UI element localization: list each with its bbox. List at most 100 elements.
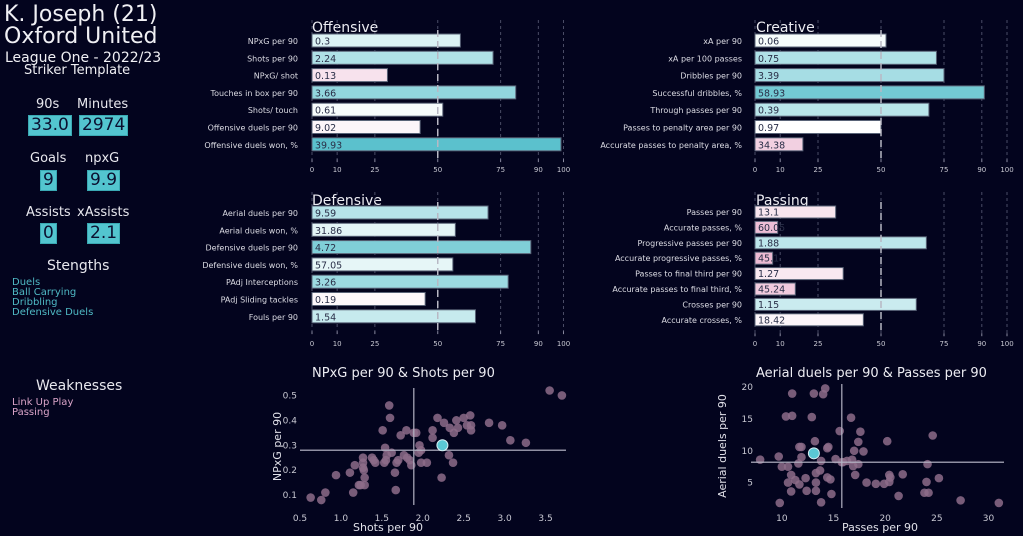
scatter-point bbox=[384, 401, 394, 410]
bar-category-label: Defensive duels per 90 bbox=[206, 244, 299, 253]
bar-category-label: Accurate progressive passes, % bbox=[615, 254, 742, 263]
bar-category-label: Progressive passes per 90 bbox=[637, 239, 742, 248]
scatter-point bbox=[807, 412, 817, 422]
scatter-point bbox=[506, 435, 515, 445]
scatter-point bbox=[774, 452, 784, 461]
bar-category-label: Offensive duels per 90 bbox=[208, 124, 298, 133]
x-tick-label: 1.5 bbox=[375, 514, 389, 524]
x-tick-label: 50 bbox=[877, 166, 886, 174]
bar bbox=[311, 309, 476, 324]
bar-category-label: Defensive duels won, % bbox=[202, 261, 298, 270]
x-tick-label: 10 bbox=[776, 166, 785, 174]
bar-value-label: 0.3 bbox=[315, 37, 330, 48]
bar bbox=[311, 222, 456, 237]
bar-category-label: Shots per 90 bbox=[247, 54, 298, 63]
weakness-item: Link Up Play bbox=[12, 397, 74, 408]
x-tick-label: 25 bbox=[370, 340, 379, 348]
scatter-point bbox=[428, 426, 437, 435]
bar-category-label: Passes to final third per 90 bbox=[635, 270, 742, 279]
highlighted-player-point bbox=[807, 447, 820, 460]
x-tick-label: 0 bbox=[310, 166, 314, 174]
strength-item: Duels bbox=[12, 277, 41, 288]
y-tick-label: 0.5 bbox=[283, 391, 297, 401]
bar-category-label: Offensive duels won, % bbox=[204, 141, 298, 150]
scatter-point bbox=[521, 438, 531, 448]
scatter-point bbox=[484, 418, 494, 428]
scatter-point bbox=[928, 431, 937, 440]
scatter-point bbox=[956, 496, 965, 505]
scatter-point bbox=[360, 473, 369, 482]
x-tick-label: 50 bbox=[433, 340, 442, 348]
bar-value-label: 4.72 bbox=[315, 243, 336, 254]
bar-category-label: xA per 100 passes bbox=[668, 54, 742, 63]
scatter-point bbox=[350, 460, 360, 470]
x-tick-label: 15 bbox=[828, 514, 839, 524]
x-axis-label: Shots per 90 bbox=[353, 521, 423, 534]
bar-category-label: Passes per 90 bbox=[687, 208, 742, 217]
scatter-point bbox=[797, 452, 806, 462]
scatter-point bbox=[809, 389, 819, 398]
bar bbox=[311, 274, 509, 289]
x-tick-label: 90 bbox=[977, 340, 986, 348]
scatter-point bbox=[885, 477, 894, 487]
bar bbox=[754, 137, 804, 152]
bar-value-label: 0.13 bbox=[315, 71, 336, 82]
y-axis-label: Aerial duels per 90 bbox=[716, 394, 729, 498]
scatter-point bbox=[783, 478, 793, 487]
x-tick-label: 20 bbox=[879, 514, 891, 524]
scatter-point bbox=[452, 416, 461, 425]
bar bbox=[311, 50, 494, 65]
bar bbox=[311, 33, 461, 48]
template-name: Striker Template bbox=[24, 63, 131, 78]
x-tick-label: 10 bbox=[776, 340, 785, 348]
scatter-point bbox=[378, 426, 387, 435]
x-tick-label: 50 bbox=[433, 166, 442, 174]
stat-value-assists: 0 bbox=[40, 223, 57, 244]
league-season: League One - 2022/23 bbox=[5, 50, 162, 66]
scatter-point bbox=[781, 412, 791, 421]
scatter-point bbox=[360, 480, 369, 490]
scatter-point bbox=[922, 477, 931, 487]
scatter-point bbox=[871, 479, 881, 489]
x-tick-label: 10 bbox=[333, 340, 342, 348]
bar-value-label: 45.24 bbox=[758, 285, 785, 296]
scatter-point bbox=[348, 488, 358, 497]
scatter-point bbox=[385, 413, 395, 423]
scatter-point bbox=[433, 413, 442, 423]
scatter-point bbox=[390, 468, 400, 477]
stat-label-goals: Goals bbox=[30, 151, 67, 166]
scatter-point bbox=[894, 491, 903, 501]
player-name: K. Joseph (21) bbox=[4, 2, 158, 27]
scatter-point bbox=[428, 433, 437, 443]
scatter-point bbox=[787, 389, 797, 398]
scatter-point bbox=[321, 488, 330, 497]
x-tick-label: 75 bbox=[940, 166, 949, 174]
bar bbox=[311, 68, 388, 83]
scatter-point bbox=[846, 413, 856, 423]
scatter-point bbox=[497, 421, 507, 430]
bar bbox=[754, 297, 917, 311]
weakness-item: Passing bbox=[12, 407, 50, 418]
x-tick-label: 25 bbox=[814, 340, 823, 348]
scatter-point bbox=[816, 497, 826, 507]
bar-category-label: Accurate crosses, % bbox=[661, 316, 742, 325]
x-tick-label: 0 bbox=[753, 166, 757, 174]
bar bbox=[311, 85, 517, 100]
bar-value-label: 39.93 bbox=[315, 140, 342, 151]
chart-title: Passing bbox=[756, 193, 809, 209]
bar-category-label: Touches in box per 90 bbox=[210, 89, 298, 98]
strengths-title: Stengths bbox=[47, 258, 110, 274]
scatter-point bbox=[859, 447, 868, 456]
bar bbox=[754, 120, 882, 134]
bar-value-label: 60.05 bbox=[758, 223, 785, 234]
bar bbox=[754, 102, 930, 117]
bar-category-label: Dribbles per 90 bbox=[680, 72, 742, 81]
stat-value-90s: 33.0 bbox=[28, 115, 72, 136]
bar-value-label: 0.39 bbox=[758, 106, 779, 117]
x-tick-label: 2.0 bbox=[416, 514, 431, 524]
bar bbox=[754, 251, 774, 265]
chart-title: Offensive bbox=[312, 20, 378, 36]
bar-category-label: Fouls per 90 bbox=[249, 313, 298, 322]
scatter-point bbox=[810, 436, 820, 446]
weaknesses-title: Weaknesses bbox=[36, 378, 123, 394]
